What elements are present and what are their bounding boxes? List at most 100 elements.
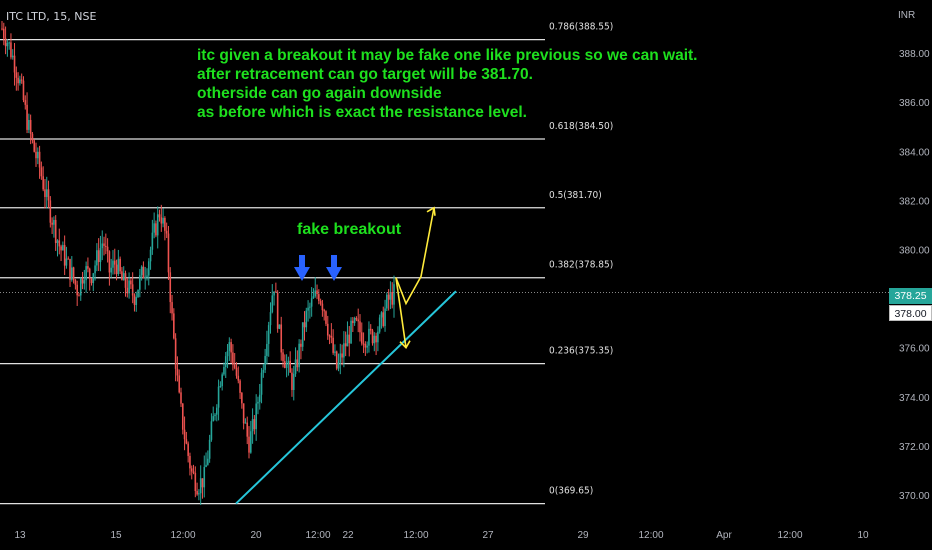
candle-body <box>307 307 309 311</box>
candle-body <box>190 468 193 472</box>
candle-body <box>10 42 12 58</box>
projection-up-path[interactable] <box>395 207 435 306</box>
candle-body <box>26 104 28 130</box>
crosshair-price-tag: 378.00 <box>889 305 932 321</box>
candle-body <box>260 372 263 395</box>
price-tick-label: 388.00 <box>899 49 930 60</box>
price-tick-label: 382.00 <box>899 196 930 207</box>
projection-down-path[interactable] <box>395 277 407 348</box>
candle-body <box>67 258 70 260</box>
candle-body <box>253 419 256 430</box>
candle-body <box>20 79 23 81</box>
candle-body <box>85 266 87 281</box>
candle-body <box>219 386 222 388</box>
fake-breakout-label[interactable]: fake breakout <box>297 221 402 238</box>
fib-level-label: 0.5(381.70) <box>549 190 602 201</box>
candle-body <box>87 266 89 269</box>
time-axis[interactable]: 13 15 12:00 20 12:00 22 12:00 27 29 12:00 Apr 12:00… <box>14 530 869 541</box>
candle-body <box>282 352 284 362</box>
candle-body <box>276 292 279 329</box>
candle-body <box>13 55 16 73</box>
candle-body <box>36 151 39 159</box>
candle-body <box>99 248 102 263</box>
candle-body <box>96 250 98 266</box>
candle-body <box>63 245 66 266</box>
candle-body <box>203 466 206 488</box>
candle-body <box>330 335 333 338</box>
candle-body <box>8 42 10 44</box>
down-arrow-marker-icon[interactable] <box>326 255 342 281</box>
candle-body <box>131 284 134 296</box>
support-trendline[interactable] <box>235 290 457 505</box>
time-tick-label: 22 <box>342 530 354 541</box>
price-tick-label: 374.00 <box>899 393 930 404</box>
candle-body <box>239 380 241 393</box>
analysis-note[interactable]: itc given a breakout it may be fake one … <box>197 46 697 122</box>
candle-body <box>167 233 170 273</box>
candle-body <box>312 296 315 299</box>
candle-body <box>106 246 109 252</box>
candle-body <box>350 320 352 344</box>
candle-body <box>130 280 132 285</box>
candle-body <box>31 133 34 141</box>
candle-body <box>79 278 82 296</box>
candle-body <box>115 264 118 275</box>
candle-body <box>389 292 392 300</box>
candle-body <box>296 359 299 368</box>
candle-body <box>242 403 245 424</box>
candle-body <box>255 403 257 430</box>
projection-down-arrowhead <box>399 340 411 350</box>
candle-body <box>328 335 331 337</box>
candle-body <box>208 439 211 459</box>
candle-body <box>147 261 150 276</box>
down-arrow-marker-icon[interactable] <box>294 255 310 281</box>
candle-body <box>42 176 44 190</box>
candle-body <box>314 290 317 297</box>
candle-body <box>117 258 120 275</box>
candle-body <box>321 303 324 311</box>
candle-body <box>160 217 163 224</box>
candle-body <box>88 268 91 279</box>
candle-body <box>133 295 136 305</box>
candle-body <box>241 392 243 404</box>
candle-body <box>323 310 325 312</box>
candle-body <box>29 120 32 134</box>
candle-body <box>121 271 123 281</box>
candle-body <box>366 345 368 348</box>
candle-body <box>250 431 252 453</box>
candle-body <box>15 72 18 78</box>
candle-body <box>124 273 127 288</box>
candle-body <box>158 214 161 218</box>
time-tick-label: 20 <box>250 530 262 541</box>
symbol-title[interactable]: ITC LTD, 15, NSE <box>6 10 97 23</box>
candle-body <box>156 214 159 236</box>
candle-body <box>300 343 302 347</box>
note-line: as before which is exact the resistance … <box>197 104 527 121</box>
candle-body <box>334 351 336 353</box>
candle-body <box>357 319 360 322</box>
candle-body <box>332 337 334 353</box>
candlestick-series <box>1 20 395 506</box>
candle-body <box>258 394 261 402</box>
candle-body <box>71 267 73 280</box>
drawing-overlays[interactable] <box>0 206 889 505</box>
candle-body <box>214 414 216 417</box>
candle-body <box>305 310 308 328</box>
candle-body <box>162 217 164 224</box>
candle-body <box>223 366 225 375</box>
candle-body <box>382 312 385 327</box>
candle-body <box>174 338 177 369</box>
candle-body <box>353 318 356 324</box>
fibonacci-levels[interactable]: 0.786(388.55) 0.618(384.50) 0.5(381.70) 0.3… <box>0 22 613 505</box>
candle-body <box>348 334 351 344</box>
candle-body <box>181 403 184 430</box>
candle-body <box>217 386 220 408</box>
candle-body <box>153 223 155 233</box>
candle-body <box>273 291 275 296</box>
candle-body <box>248 436 250 453</box>
price-axis[interactable]: 370.00372.00374.00376.00378.00380.00382.… <box>899 49 930 502</box>
candle-body <box>326 323 329 336</box>
candle-body <box>49 200 52 223</box>
candle-body <box>142 266 145 279</box>
